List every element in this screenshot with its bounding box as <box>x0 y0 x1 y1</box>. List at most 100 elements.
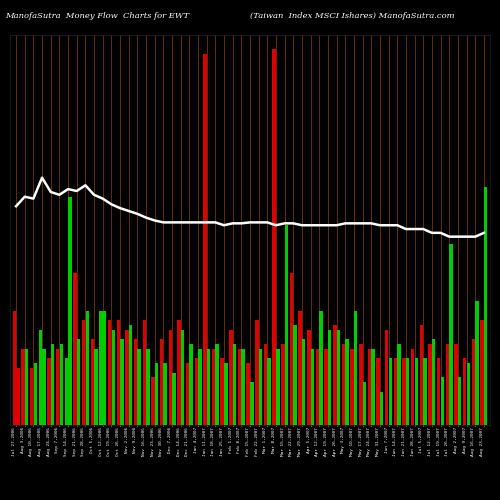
Bar <box>466 363 470 425</box>
Text: ManofaSutra  Money Flow  Charts for EWT: ManofaSutra Money Flow Charts for EWT <box>5 12 189 20</box>
Bar <box>368 349 371 425</box>
Bar <box>99 311 102 425</box>
Bar <box>220 358 224 425</box>
Text: (Taiwan  Index MSCI Isharеs) ManofaSutra.com: (Taiwan Index MSCI Isharеs) ManofaSutra.… <box>250 12 454 20</box>
Bar <box>242 349 245 425</box>
Bar <box>411 349 414 425</box>
Bar <box>134 340 137 425</box>
Bar <box>77 340 80 425</box>
Bar <box>86 311 89 425</box>
Bar <box>56 349 59 425</box>
Bar <box>440 378 444 425</box>
Bar <box>359 344 362 425</box>
Bar <box>276 349 280 425</box>
Bar <box>458 378 462 425</box>
Bar <box>47 358 50 425</box>
Bar <box>155 363 158 425</box>
Bar <box>25 349 28 425</box>
Bar <box>21 349 24 425</box>
Bar <box>203 54 206 425</box>
Bar <box>198 349 202 425</box>
Bar <box>181 330 184 425</box>
Bar <box>346 340 349 425</box>
Bar <box>255 320 258 425</box>
Bar <box>64 358 68 425</box>
Bar <box>129 325 132 425</box>
Bar <box>82 320 85 425</box>
Bar <box>190 344 193 425</box>
Bar <box>12 311 16 425</box>
Bar <box>298 311 302 425</box>
Bar <box>446 344 449 425</box>
Bar <box>290 273 293 425</box>
Bar <box>151 378 154 425</box>
Bar <box>385 330 388 425</box>
Bar <box>402 358 406 425</box>
Bar <box>142 320 146 425</box>
Bar <box>363 382 366 425</box>
Bar <box>250 382 254 425</box>
Bar <box>480 320 484 425</box>
Bar <box>376 358 380 425</box>
Bar <box>207 349 210 425</box>
Bar <box>146 349 150 425</box>
Bar <box>238 349 241 425</box>
Bar <box>316 349 319 425</box>
Bar <box>472 340 475 425</box>
Bar <box>125 330 128 425</box>
Bar <box>350 349 354 425</box>
Bar <box>172 372 176 425</box>
Bar <box>484 187 488 425</box>
Bar <box>51 344 54 425</box>
Bar <box>108 320 111 425</box>
Bar <box>476 302 479 425</box>
Bar <box>224 363 228 425</box>
Bar <box>272 50 276 425</box>
Bar <box>337 330 340 425</box>
Bar <box>90 340 94 425</box>
Bar <box>424 358 427 425</box>
Bar <box>229 330 232 425</box>
Bar <box>116 320 120 425</box>
Bar <box>268 358 271 425</box>
Bar <box>415 358 418 425</box>
Bar <box>186 363 189 425</box>
Bar <box>194 358 198 425</box>
Bar <box>94 349 98 425</box>
Bar <box>112 330 115 425</box>
Bar <box>42 349 45 425</box>
Bar <box>160 340 163 425</box>
Bar <box>389 358 392 425</box>
Bar <box>16 368 20 425</box>
Bar <box>328 330 332 425</box>
Bar <box>463 358 466 425</box>
Bar <box>281 344 284 425</box>
Bar <box>177 320 180 425</box>
Bar <box>454 344 458 425</box>
Bar <box>324 349 328 425</box>
Bar <box>259 349 262 425</box>
Bar <box>212 349 215 425</box>
Bar <box>73 273 76 425</box>
Bar <box>302 340 306 425</box>
Bar <box>307 330 310 425</box>
Bar <box>398 344 401 425</box>
Bar <box>333 325 336 425</box>
Bar <box>264 344 267 425</box>
Bar <box>450 244 453 425</box>
Bar <box>30 368 34 425</box>
Bar <box>354 311 358 425</box>
Bar <box>428 344 432 425</box>
Bar <box>164 363 167 425</box>
Bar <box>394 358 397 425</box>
Bar <box>120 340 124 425</box>
Bar <box>246 363 250 425</box>
Bar <box>233 344 236 425</box>
Bar <box>311 349 314 425</box>
Bar <box>380 392 384 425</box>
Bar <box>420 325 423 425</box>
Bar <box>38 330 42 425</box>
Bar <box>437 358 440 425</box>
Bar <box>138 349 141 425</box>
Bar <box>168 330 172 425</box>
